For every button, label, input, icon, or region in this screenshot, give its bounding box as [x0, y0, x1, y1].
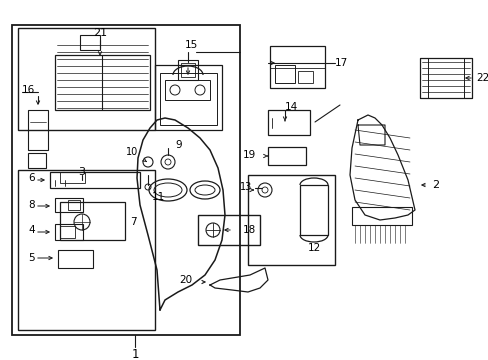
Bar [60, 202, 125, 240]
Bar [18, 28, 155, 130]
Bar [247, 175, 334, 265]
Bar [297, 71, 312, 83]
Bar [164, 80, 209, 100]
Text: 10: 10 [125, 147, 138, 157]
Bar [12, 25, 240, 335]
Bar [155, 65, 222, 130]
Bar [463, 58, 471, 98]
Text: 20: 20 [179, 275, 192, 285]
Text: 8: 8 [28, 200, 35, 210]
Text: 16: 16 [22, 85, 35, 95]
Text: 7: 7 [130, 217, 136, 227]
Bar [274, 65, 294, 83]
Bar [28, 153, 46, 168]
Text: 12: 12 [307, 243, 320, 253]
Bar [28, 110, 48, 150]
Bar [18, 170, 155, 330]
Bar [60, 226, 75, 238]
Text: 3: 3 [79, 167, 85, 177]
Bar [80, 35, 100, 50]
Bar [178, 60, 198, 80]
Text: 1: 1 [131, 348, 139, 360]
Bar [419, 58, 427, 98]
Text: 14: 14 [285, 102, 298, 112]
Text: 19: 19 [242, 150, 256, 160]
Bar [55, 224, 83, 240]
Bar [55, 55, 150, 110]
Bar [55, 198, 83, 212]
Bar [267, 110, 309, 135]
Bar [198, 215, 260, 245]
Bar [181, 63, 195, 77]
Text: 11: 11 [152, 192, 165, 202]
Text: 22: 22 [475, 73, 488, 83]
Bar [58, 250, 93, 268]
Bar [60, 172, 85, 183]
Bar [160, 73, 217, 125]
Bar [50, 172, 140, 188]
Bar [351, 207, 411, 225]
Text: 17: 17 [334, 58, 347, 68]
Text: 2: 2 [431, 180, 438, 190]
Bar [269, 46, 325, 88]
Text: 9: 9 [175, 140, 181, 150]
Text: 13: 13 [239, 182, 251, 192]
Text: 6: 6 [28, 173, 35, 183]
Bar [267, 147, 305, 165]
Text: 4: 4 [28, 225, 35, 235]
Text: 5: 5 [28, 253, 35, 263]
Bar [68, 200, 80, 210]
Text: 18: 18 [243, 225, 256, 235]
Bar [299, 185, 327, 235]
Text: 21: 21 [93, 28, 107, 38]
Text: 15: 15 [184, 40, 198, 50]
Bar [419, 58, 471, 98]
